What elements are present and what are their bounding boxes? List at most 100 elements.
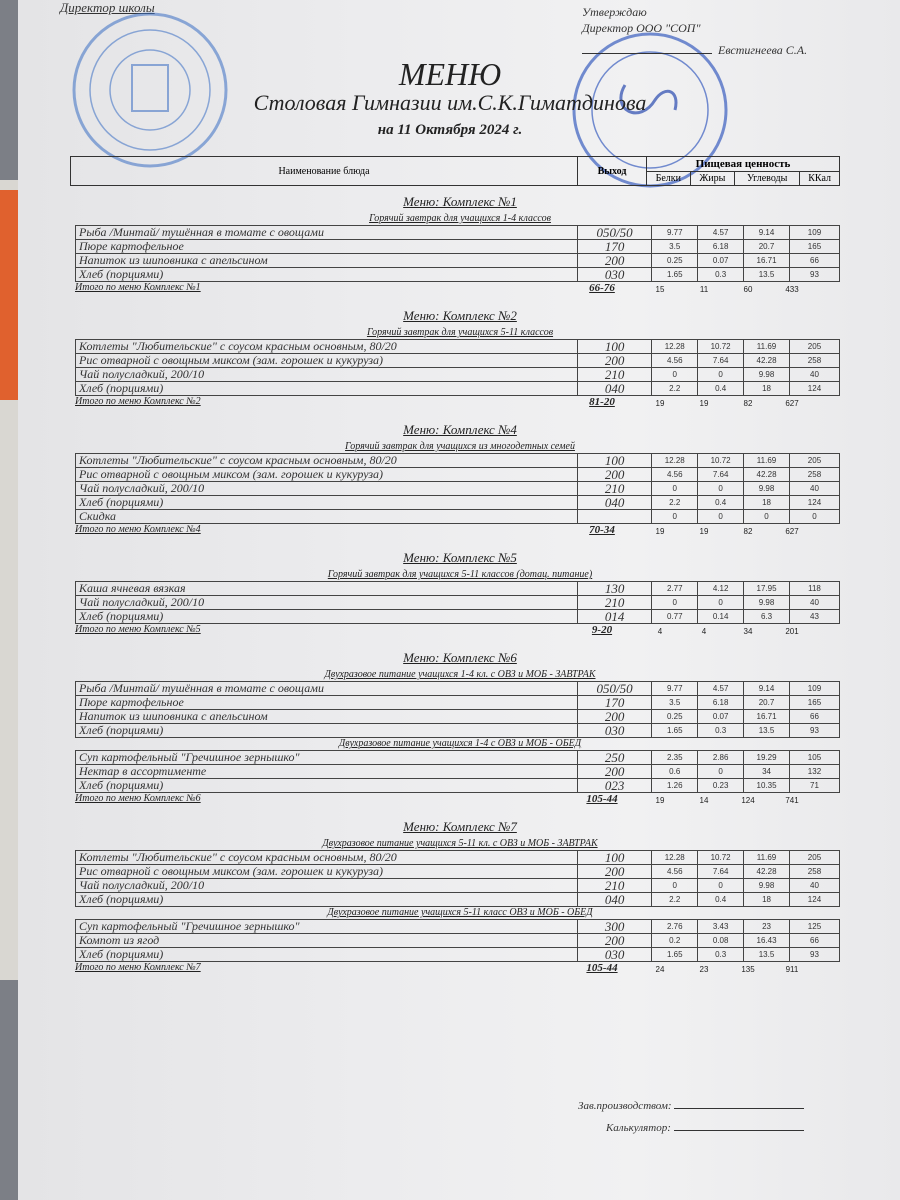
protein: 1.65: [651, 267, 699, 282]
total-fat: 11: [699, 285, 709, 294]
fat: 0: [697, 595, 745, 610]
protein: 0.25: [651, 709, 699, 724]
fat: 0.23: [697, 778, 745, 793]
table-row: Хлеб (порциями) 030 1.65 0.3 13.5 93: [75, 267, 841, 282]
protein: 12.28: [651, 850, 699, 865]
dish-name: Скидка: [75, 509, 578, 524]
menu-section: Меню: Комплекс №5 Горячий завтрак для уча…: [75, 550, 845, 636]
kcal: 66: [788, 933, 841, 948]
carbs: 13.5: [743, 947, 790, 962]
approval-block: Утверждаю Директор ООО "СОП" Евстигнеева…: [582, 4, 807, 58]
dish-exit: 014: [576, 609, 653, 624]
fat: 0.3: [697, 723, 745, 738]
table-row: Хлеб (порциями) 030 1.65 0.3 13.5 93: [75, 723, 841, 738]
table-row: Скидка 0 0 0 0: [75, 509, 841, 524]
total-carbs: 34: [743, 627, 753, 636]
total-kcal: 911: [785, 965, 799, 974]
dish-name: Напиток из шиповника с апельсином: [75, 253, 578, 268]
dish-exit: 210: [576, 481, 653, 496]
kcal: 66: [788, 253, 841, 268]
table-row: Пюре картофельное 170 3.5 6.18 20.7 165: [75, 239, 841, 254]
protein: 3.5: [651, 239, 699, 254]
table-row: Суп картофельный "Гречишное зернышко" 300…: [75, 919, 841, 934]
carbs: 18: [743, 381, 790, 396]
total-protein: 15: [655, 285, 665, 294]
fat: 4.57: [697, 225, 745, 240]
section-title: Меню: Комплекс №1: [403, 194, 517, 209]
protein: 9.77: [651, 681, 699, 696]
dish-name: Хлеб (порциями): [75, 381, 578, 396]
carbs: 13.5: [743, 723, 790, 738]
menu-section: Меню: Комплекс №6 Двухразовое питание уча…: [75, 650, 845, 805]
approve-role: Директор ООО "СОП": [582, 21, 701, 35]
dish-exit: 030: [576, 947, 653, 962]
table-row: Рис отварной с овощным миксом (зам. горо…: [75, 864, 841, 879]
dish-name: Рыба /Минтай/ тушённая в томате с овощам…: [75, 681, 578, 696]
kcal: 124: [788, 381, 841, 396]
protein: 12.28: [651, 453, 699, 468]
dish-name: Напиток из шиповника с апельсином: [75, 709, 578, 724]
dish-exit: 050/50: [576, 225, 653, 240]
kcal: 93: [788, 267, 841, 282]
dish-name: Рис отварной с овощным миксом (зам. горо…: [75, 353, 578, 368]
section-total: Итого по меню Комплекс №4 70-34 19 19 82 627: [75, 524, 845, 536]
kcal: 124: [788, 495, 841, 510]
dish-exit: 300: [576, 919, 653, 934]
approve-label: Утверждаю: [582, 5, 647, 19]
menu-section: Меню: Комплекс №7 Двухразовое питание уча…: [75, 819, 845, 974]
fat: 0: [697, 764, 745, 779]
fat: 6.18: [697, 239, 745, 254]
protein: 0.2: [651, 933, 699, 948]
kcal: 43: [788, 609, 841, 624]
total-label: Итого по меню Комплекс №2: [75, 396, 201, 407]
dish-exit: 210: [576, 878, 653, 893]
dish-name: Хлеб (порциями): [75, 267, 578, 282]
dish-exit: 050/50: [576, 681, 653, 696]
section-title: Меню: Комплекс №2: [403, 308, 517, 323]
table-row: Хлеб (порциями) 040 2.2 0.4 18 124: [75, 495, 841, 510]
total-kcal: 741: [785, 796, 799, 805]
group-subtitle: Двухразовое питание учащихся 5-11 класс …: [327, 907, 593, 918]
background-object: [0, 190, 18, 400]
kcal: 258: [788, 864, 841, 879]
carbs: 11.69: [743, 339, 790, 354]
group-subtitle: Горячий завтрак для учащихся 5-11 классо…: [366, 327, 554, 338]
dish-exit: 200: [576, 709, 653, 724]
section-title: Меню: Комплекс №6: [403, 650, 517, 665]
kcal: 0: [788, 509, 841, 524]
dish-name: Суп картофельный "Гречишное зернышко": [75, 750, 578, 765]
fat: 6.18: [697, 695, 745, 710]
total-fat: 19: [699, 399, 709, 408]
dish-exit: 100: [576, 453, 653, 468]
fat: 7.64: [697, 467, 745, 482]
approve-name: Евстигнеева С.А.: [718, 43, 808, 57]
dish-exit: 200: [576, 933, 653, 948]
total-label: Итого по меню Комплекс №6: [75, 793, 201, 804]
kcal: 93: [788, 947, 841, 962]
carbs: 16.43: [743, 933, 790, 948]
fat: 2.86: [697, 750, 745, 765]
dish-exit: [576, 509, 653, 524]
fat: 0.4: [697, 892, 745, 907]
table-row: Хлеб (порциями) 040 2.2 0.4 18 124: [75, 381, 841, 396]
kcal: 105: [788, 750, 841, 765]
fat: 3.43: [697, 919, 745, 934]
dish-table: Каша ячневая вязкая 130 2.77 4.12 17.95 118 Ча…: [75, 581, 841, 624]
column-header: Наименование блюда Выход Пищевая ценност…: [70, 155, 840, 186]
dish-table: Суп картофельный "Гречишное зернышко" 250…: [75, 750, 841, 793]
protein: 0: [651, 367, 699, 382]
table-row: Пюре картофельное 170 3.5 6.18 20.7 165: [75, 695, 841, 710]
carbs: 9.98: [743, 878, 790, 893]
col-name: Наименование блюда: [70, 156, 578, 186]
kcal: 66: [788, 709, 841, 724]
dish-exit: 210: [576, 595, 653, 610]
protein: 0.77: [651, 609, 699, 624]
group-subtitle: Двухразовое питание учащихся 5-11 кл. с …: [322, 838, 598, 849]
protein: 1.26: [651, 778, 699, 793]
section-total: Итого по меню Комплекс №2 81-20 19 19 82 627: [75, 396, 845, 408]
carbs: 42.28: [743, 353, 790, 368]
